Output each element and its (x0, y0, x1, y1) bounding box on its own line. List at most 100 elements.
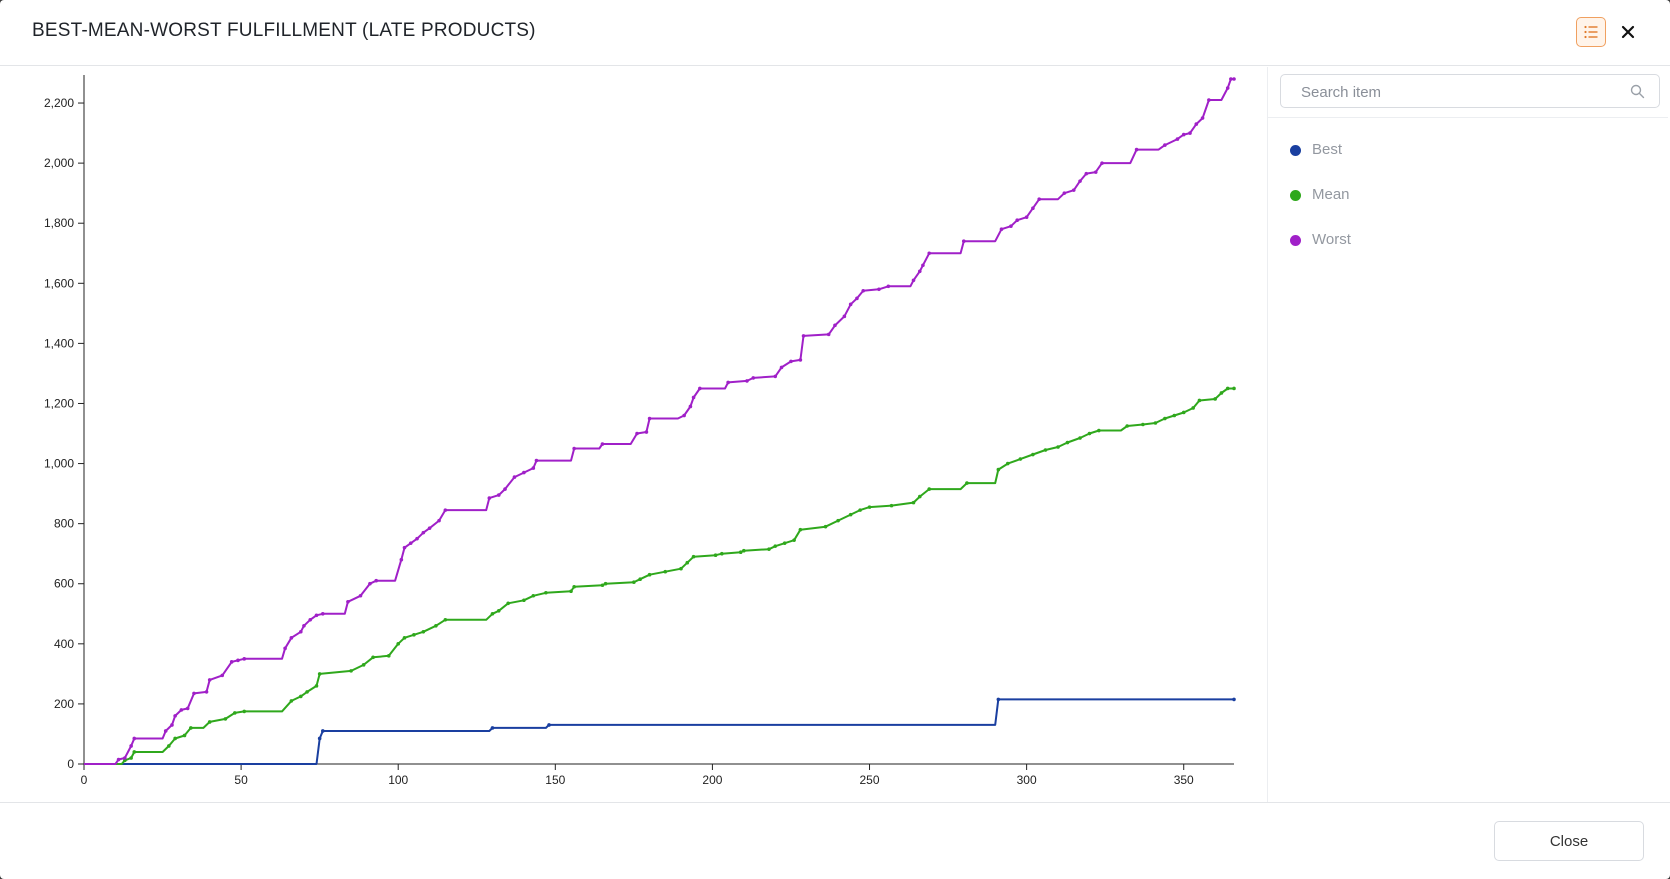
data-point-worst[interactable] (242, 657, 247, 661)
data-point-worst[interactable] (682, 413, 686, 418)
data-point-worst[interactable] (358, 593, 363, 598)
data-point-mean[interactable] (544, 590, 548, 595)
data-point-worst[interactable] (842, 314, 847, 319)
data-point-worst[interactable] (572, 446, 576, 451)
data-point-worst[interactable] (236, 658, 240, 663)
data-point-worst[interactable] (1100, 161, 1104, 165)
data-point-mean[interactable] (434, 623, 438, 628)
data-point-worst[interactable] (179, 708, 184, 712)
data-point-mean[interactable] (242, 709, 247, 714)
data-point-worst[interactable] (129, 744, 133, 748)
data-point-mean[interactable] (1153, 421, 1158, 425)
data-point-worst[interactable] (927, 251, 932, 256)
data-point-worst[interactable] (229, 660, 234, 664)
data-point-worst[interactable] (600, 442, 605, 446)
data-point-mean[interactable] (490, 611, 495, 616)
data-point-mean[interactable] (361, 663, 366, 667)
data-point-worst[interactable] (299, 630, 303, 634)
data-point-worst[interactable] (204, 690, 209, 694)
data-point-worst[interactable] (726, 380, 730, 385)
data-point-best[interactable] (317, 736, 322, 741)
data-point-mean[interactable] (1087, 431, 1092, 436)
data-point-mean[interactable] (773, 544, 778, 548)
close-button[interactable]: Close (1494, 821, 1644, 861)
data-point-worst[interactable] (779, 365, 784, 370)
data-point-worst[interactable] (917, 269, 922, 274)
data-point-worst[interactable] (688, 404, 693, 409)
data-point-worst[interactable] (308, 617, 313, 622)
legend-toggle-button[interactable] (1576, 17, 1606, 47)
data-point-worst[interactable] (220, 673, 225, 678)
data-point-worst[interactable] (443, 508, 448, 512)
data-point-worst[interactable] (368, 581, 372, 586)
data-point-worst[interactable] (635, 431, 639, 436)
data-point-worst[interactable] (302, 623, 306, 628)
data-point-worst[interactable] (921, 263, 925, 268)
data-point-worst[interactable] (1188, 131, 1192, 135)
data-point-worst[interactable] (531, 466, 536, 470)
data-point-worst[interactable] (1062, 191, 1067, 195)
data-point-mean[interactable] (386, 654, 391, 658)
data-point-mean[interactable] (823, 524, 828, 529)
data-point-worst[interactable] (132, 736, 137, 741)
data-point-worst[interactable] (512, 475, 517, 479)
data-point-worst[interactable] (1207, 98, 1211, 102)
data-point-worst[interactable] (1071, 188, 1076, 192)
data-point-mean[interactable] (638, 577, 642, 582)
data-point-worst[interactable] (437, 518, 441, 523)
search-input[interactable] (1299, 81, 1623, 103)
data-point-mean[interactable] (569, 589, 573, 594)
data-point-mean[interactable] (889, 503, 894, 508)
data-point-worst[interactable] (1232, 77, 1236, 81)
data-point-mean[interactable] (1005, 461, 1010, 466)
data-point-mean[interactable] (1097, 428, 1101, 433)
data-point-mean[interactable] (167, 744, 171, 748)
data-point-mean[interactable] (173, 736, 177, 741)
data-point-best[interactable] (320, 729, 325, 733)
data-point-mean[interactable] (1232, 386, 1236, 391)
data-point-mean[interactable] (1172, 413, 1177, 418)
data-point-worst[interactable] (886, 284, 891, 289)
data-point-worst[interactable] (163, 729, 168, 733)
data-point-mean[interactable] (917, 494, 922, 499)
data-point-mean[interactable] (305, 690, 309, 694)
data-point-mean[interactable] (132, 750, 137, 754)
data-point-mean[interactable] (1031, 452, 1035, 457)
data-point-mean[interactable] (1018, 457, 1023, 461)
data-point-mean[interactable] (1056, 445, 1060, 449)
data-point-worst[interactable] (644, 430, 649, 434)
data-point-mean[interactable] (572, 584, 576, 589)
data-point-worst[interactable] (534, 458, 539, 463)
data-point-mean[interactable] (1043, 448, 1048, 452)
data-point-worst[interactable] (173, 714, 177, 718)
data-point-mean[interactable] (911, 500, 916, 505)
data-point-worst[interactable] (999, 227, 1004, 232)
data-point-worst[interactable] (415, 536, 419, 541)
data-point-worst[interactable] (1134, 147, 1139, 152)
data-point-mean[interactable] (1197, 398, 1202, 403)
data-point-mean[interactable] (1225, 386, 1230, 391)
data-point-worst[interactable] (745, 379, 749, 383)
dialog-close-button[interactable] (1614, 18, 1642, 46)
data-point-worst[interactable] (1225, 86, 1230, 90)
data-point-worst[interactable] (1200, 116, 1205, 120)
data-point-mean[interactable] (1181, 410, 1186, 415)
data-point-worst[interactable] (877, 287, 881, 292)
data-point-mean[interactable] (782, 541, 787, 545)
search-icon[interactable] (1630, 84, 1645, 99)
data-point-mean[interactable] (713, 553, 718, 557)
data-point-mean[interactable] (647, 572, 652, 577)
data-point-mean[interactable] (496, 608, 501, 613)
data-point-mean[interactable] (1213, 397, 1217, 401)
data-point-mean[interactable] (767, 547, 771, 551)
data-point-worst[interactable] (170, 723, 174, 727)
data-point-mean[interactable] (679, 566, 683, 571)
data-point-mean[interactable] (663, 569, 668, 574)
data-point-worst[interactable] (751, 376, 756, 380)
data-point-worst[interactable] (399, 557, 404, 562)
data-point-mean[interactable] (189, 726, 193, 730)
data-point-mean[interactable] (207, 720, 212, 724)
data-point-worst[interactable] (346, 599, 350, 604)
data-point-mean[interactable] (603, 581, 608, 586)
data-point-mean[interactable] (742, 548, 746, 553)
